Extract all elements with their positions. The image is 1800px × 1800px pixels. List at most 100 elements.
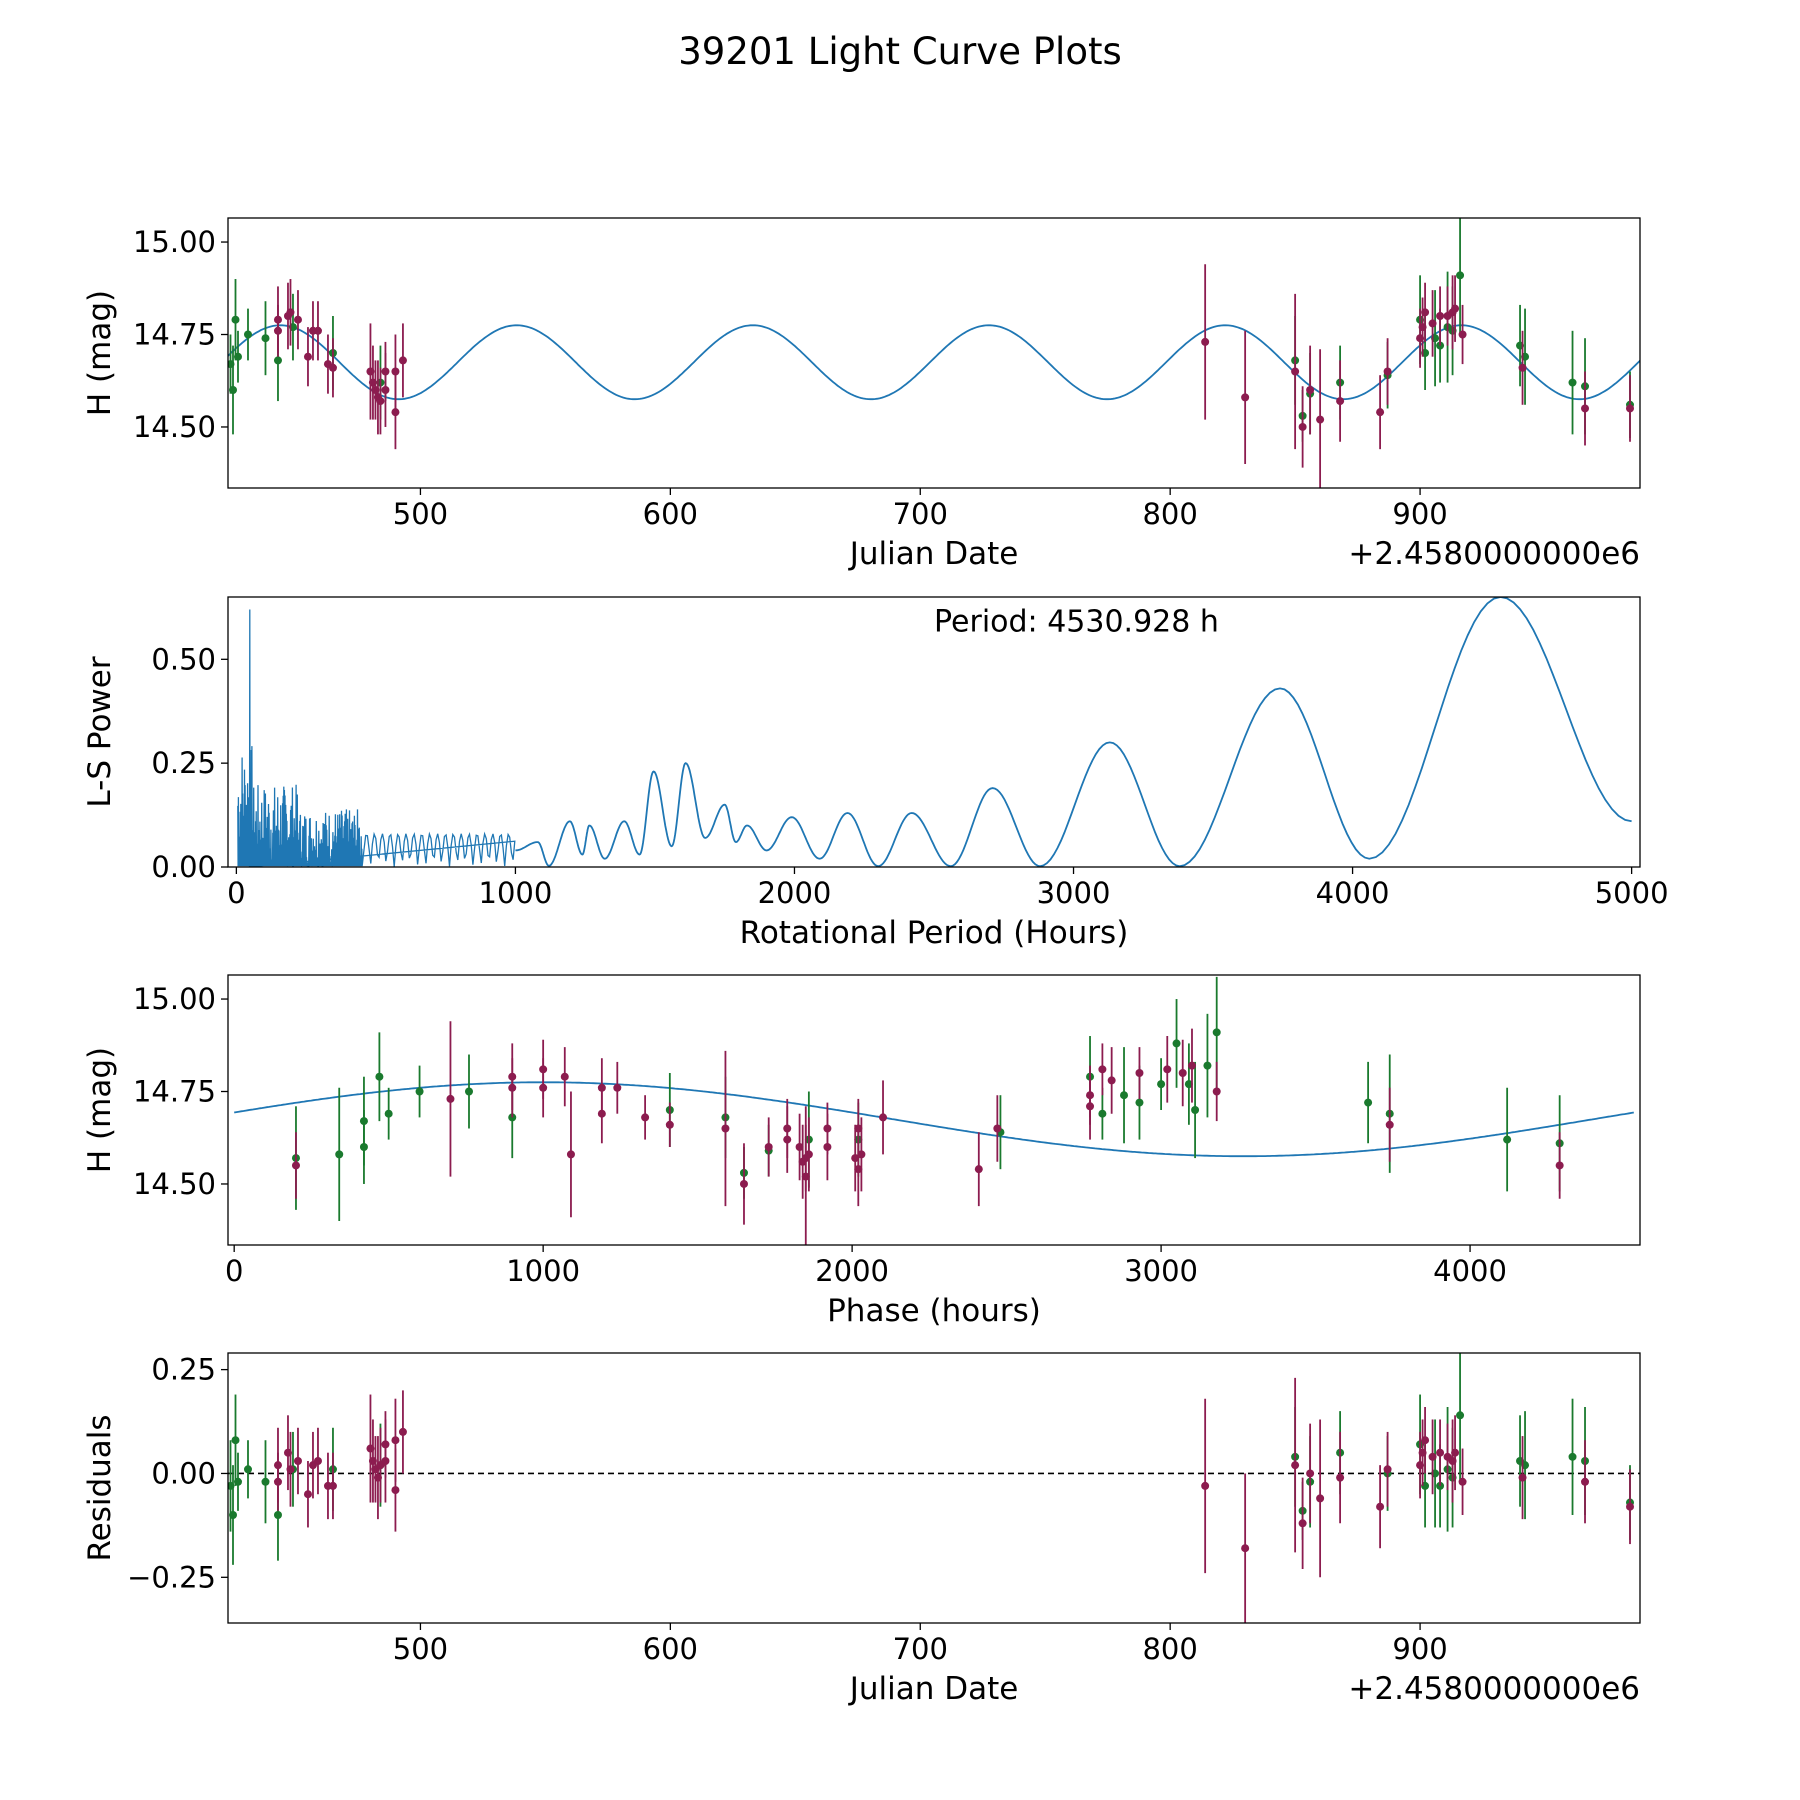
y-axis-label: H (mag) [82, 1047, 118, 1173]
data-point-purple [665, 1120, 674, 1129]
y-tick-label: 15.00 [133, 982, 216, 1016]
model-curve [228, 324, 1640, 401]
data-point-purple [303, 352, 312, 361]
x-tick-label: 2000 [815, 1254, 889, 1288]
data-point-purple [1187, 1061, 1196, 1070]
data-point-purple [1436, 312, 1445, 321]
x-tick-label: 800 [1142, 497, 1197, 531]
data-point-purple [1436, 1448, 1445, 1457]
y-tick-label: 0.25 [151, 746, 216, 780]
data-point-purple [293, 1457, 302, 1465]
y-tick-label: 14.50 [133, 1167, 216, 1201]
x-tick-label: 900 [1392, 1632, 1447, 1666]
x-tick-label: 4000 [1316, 876, 1390, 910]
data-point-purple [854, 1124, 863, 1133]
data-point-purple [303, 1490, 312, 1499]
data-point-green [228, 1511, 237, 1519]
data-point-purple [1107, 1076, 1116, 1085]
data-point-green [233, 1477, 242, 1486]
data-point-green [1172, 1039, 1181, 1048]
data-point-green [243, 1465, 252, 1474]
periodogram-noise-line [237, 609, 516, 867]
data-point-green [1568, 1452, 1577, 1461]
x-tick-label: 1000 [506, 1254, 580, 1288]
data-point-purple [1626, 1502, 1635, 1511]
data-point-green [1184, 1080, 1193, 1089]
y-tick-label: 14.50 [133, 410, 216, 444]
data-point-purple [1385, 1120, 1394, 1129]
panel-periodogram: Period: 4530.928 h 0 1000 2000 3000 4000 5000 0… [82, 596, 1669, 951]
axes-frame [227, 974, 1641, 1246]
data-point-purple [273, 326, 282, 335]
x-tick-label: 4000 [1433, 1254, 1507, 1288]
x-offset-text: +2.4580000000e6 [1348, 1671, 1640, 1707]
data-point-purple [560, 1072, 569, 1081]
data-point-purple [795, 1142, 804, 1151]
data-point-purple [1428, 319, 1437, 328]
data-point-purple [1316, 415, 1325, 424]
x-tick-label: 500 [393, 497, 448, 531]
data-point-purple [391, 367, 400, 376]
data-point-purple [1518, 363, 1527, 372]
panel-lightcurve: 500 600 700 800 900 14.50 14.75 15.00 Julian Dat… [82, 217, 1651, 572]
data-point-green [1456, 271, 1465, 280]
data-point-green [231, 315, 240, 324]
data-point-purple [739, 1179, 748, 1188]
x-tick-label: 0 [225, 1254, 243, 1288]
data-point-purple [1178, 1069, 1187, 1078]
x-tick-label: 900 [1392, 497, 1447, 531]
data-point-purple [613, 1083, 622, 1092]
data-point-purple [1376, 408, 1385, 417]
data-point-green [464, 1087, 473, 1096]
y-tick-label: 0.00 [151, 850, 216, 884]
axes-frame [227, 217, 1641, 489]
data-point-purple [1555, 1161, 1564, 1170]
data-point-purple [391, 1486, 400, 1495]
plot-area-residuals [228, 1353, 1651, 1623]
x-tick-label: 700 [893, 497, 948, 531]
data-point-green [1157, 1080, 1166, 1089]
data-point-purple [1316, 1494, 1325, 1503]
x-tick-label: 500 [393, 1632, 448, 1666]
data-point-green [1568, 378, 1577, 387]
data-point-purple [1201, 1481, 1210, 1490]
y-tick-label: 0.50 [151, 642, 216, 676]
data-point-green [1135, 1098, 1144, 1107]
data-point-purple [1451, 304, 1460, 313]
data-point-purple [1428, 1452, 1437, 1461]
data-point-green [261, 1477, 270, 1486]
period-annotation: Period: 4530.928 h [934, 605, 1219, 640]
data-point-purple [328, 1481, 337, 1490]
data-point-purple [1098, 1065, 1107, 1074]
data-point-green [273, 1511, 282, 1519]
data-point-purple [597, 1109, 606, 1118]
data-point-green [1191, 1106, 1200, 1114]
y-tick-label: 14.75 [133, 318, 216, 352]
data-point-green [1643, 1507, 1651, 1515]
data-point-purple [1135, 1069, 1144, 1078]
x-tick-label: 2000 [758, 876, 832, 910]
data-point-purple [398, 356, 407, 365]
data-point-purple [1376, 1502, 1385, 1511]
x-axis-label: Julian Date [848, 1671, 1019, 1707]
data-point-purple [764, 1142, 773, 1151]
data-point-purple [1086, 1102, 1095, 1111]
data-point-purple [539, 1083, 548, 1092]
data-point-green [1212, 1028, 1221, 1037]
y-axis-label: Residuals [82, 1414, 118, 1561]
data-point-green [1456, 1411, 1465, 1420]
data-point-purple [1291, 1461, 1300, 1470]
data-point-purple [286, 308, 295, 317]
data-point-purple [879, 1113, 888, 1122]
data-point-green [1643, 393, 1651, 401]
data-point-purple [783, 1135, 792, 1144]
data-point-purple [1421, 1436, 1430, 1445]
data-point-purple [1421, 308, 1430, 317]
model-curve [234, 1081, 1634, 1158]
data-point-purple [286, 1465, 295, 1474]
data-point-green [1098, 1109, 1107, 1118]
data-point-purple [1581, 1477, 1590, 1486]
data-point-green [228, 385, 237, 394]
data-point-purple [376, 397, 385, 406]
